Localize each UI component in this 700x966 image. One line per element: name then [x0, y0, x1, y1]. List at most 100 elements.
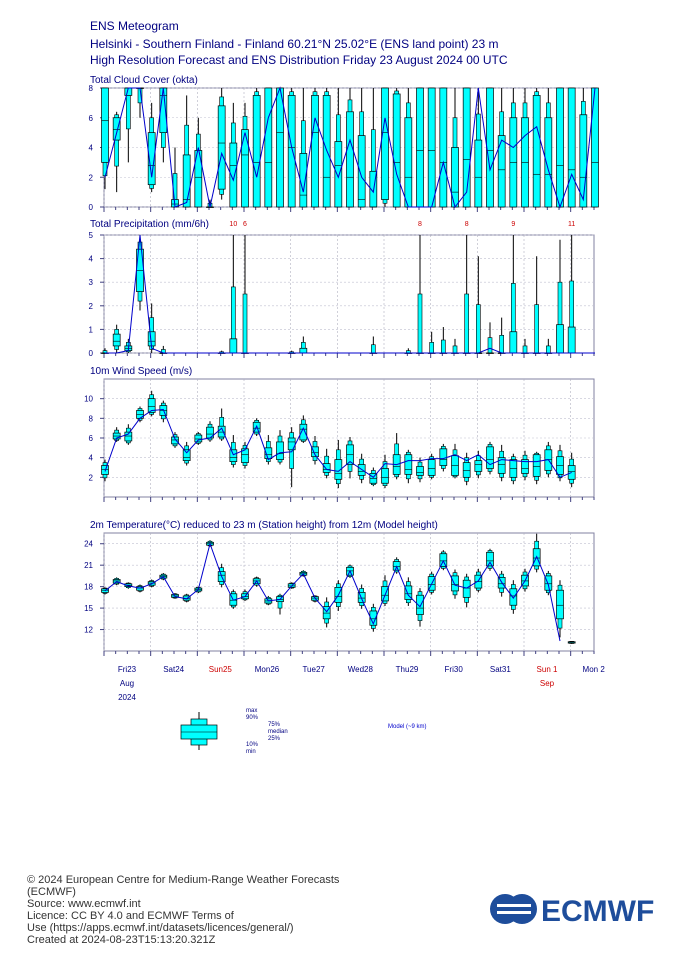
box-25-75	[532, 95, 541, 208]
legend-p90: 90%	[246, 715, 259, 721]
box-25-75	[264, 87, 273, 208]
x-day-label: Sat31	[490, 665, 511, 674]
logo-circle-right	[507, 894, 537, 924]
box-25-75	[182, 449, 191, 461]
copyright-org: (ECMWF)	[27, 886, 76, 898]
box-25-75	[416, 594, 424, 615]
box-25-75	[299, 423, 308, 441]
box-25-75	[591, 87, 599, 208]
box-25-75	[497, 457, 506, 474]
box-25-75	[404, 585, 413, 600]
box-25-75	[404, 454, 413, 475]
hres-line	[104, 408, 572, 478]
y-tick-label: 4	[89, 144, 94, 153]
x-day-label: Fri30	[445, 665, 464, 674]
y-tick-label: 6	[89, 114, 94, 123]
box-25-75	[567, 87, 576, 208]
created-at: Created at 2024-08-23T15:13:20.321Z	[27, 934, 216, 946]
hres-line	[105, 234, 595, 354]
box-25-75	[287, 437, 296, 451]
x-month-label: Aug	[120, 679, 134, 688]
box-25-75	[381, 87, 389, 200]
box-25-75	[182, 154, 191, 208]
legend-p10: 10%	[246, 742, 259, 748]
hres-line	[104, 86, 596, 209]
box-25-75	[509, 331, 518, 354]
box-25-75	[567, 326, 576, 354]
box-25-75	[579, 114, 588, 208]
y-tick-label: 8	[89, 84, 94, 93]
licence-text: Licence: CC BY 4.0 and ECMWF Terms of	[27, 910, 234, 922]
panel-frame	[103, 234, 595, 354]
box-25-75	[427, 87, 436, 208]
box-10-90	[429, 342, 434, 354]
box-25-75	[276, 441, 284, 460]
x-day-label: Fri23	[118, 665, 137, 674]
y-tick-label: 24	[84, 540, 93, 549]
box-10-90	[242, 293, 248, 354]
box-25-75	[544, 117, 553, 208]
box-10-90	[371, 344, 376, 354]
x-day-label: Sun25	[209, 665, 233, 674]
box-25-75	[299, 347, 308, 354]
box-25-75	[544, 575, 553, 591]
x-day-label: Wed28	[348, 665, 374, 674]
y-tick-label: 12	[84, 626, 93, 635]
box-25-75	[451, 575, 459, 592]
box-25-75	[194, 150, 203, 208]
box-25-75	[521, 459, 529, 474]
box-25-75	[462, 579, 471, 598]
box-25-75	[427, 459, 436, 476]
y-tick-label: 1	[89, 325, 94, 334]
y-tick-label: 0	[89, 349, 94, 358]
box-25-75	[474, 139, 483, 208]
box-25-75	[556, 589, 564, 620]
y-tick-label: 3	[89, 278, 94, 287]
box-25-75	[486, 87, 494, 208]
box-25-75	[392, 93, 401, 208]
box-25-75	[217, 105, 226, 190]
box-10-90	[289, 432, 294, 469]
box-25-75	[241, 129, 249, 208]
box-25-75	[346, 111, 354, 208]
box-25-75	[532, 454, 541, 477]
offscale-label: 9	[511, 221, 515, 228]
legend-p25: 25%	[268, 736, 281, 742]
y-tick-label: 18	[84, 583, 93, 592]
box-25-75	[229, 338, 238, 354]
box-25-75	[404, 117, 413, 208]
box-10-90	[464, 293, 469, 354]
box-25-75	[299, 153, 308, 208]
box-25-75	[486, 446, 494, 469]
legend-median-label: median	[268, 729, 288, 735]
x-day-label: Thu29	[396, 665, 419, 674]
box-25-75	[416, 87, 424, 208]
x-month-label: Sep	[540, 679, 555, 688]
box-25-75	[357, 592, 366, 603]
box-10-90	[417, 293, 423, 354]
y-tick-label: 0	[89, 203, 94, 212]
box-25-75	[381, 468, 389, 484]
x-year-label: 2024	[118, 693, 136, 702]
box-25-75	[334, 459, 343, 480]
panel-title: Total Precipitation (mm/6h)	[90, 219, 209, 230]
box-25-75	[112, 117, 121, 141]
logo-text: ECMWF	[541, 895, 654, 928]
box-10-90	[452, 345, 458, 354]
box-25-75	[147, 398, 156, 413]
y-tick-label: 2	[89, 173, 94, 182]
x-day-label: Tue27	[302, 665, 325, 674]
offscale-label: 8	[418, 221, 422, 228]
y-tick-label: 15	[84, 604, 93, 613]
panel-title: 10m Wind Speed (m/s)	[90, 366, 192, 377]
box-25-75	[369, 610, 378, 626]
box-10-90	[487, 337, 493, 354]
box-10-90	[546, 345, 551, 354]
location-subtitle: Helsinki - Southern Finland - Finland 60…	[90, 37, 499, 51]
box-25-75	[381, 586, 389, 602]
offscale-label: 11	[568, 221, 575, 228]
box-25-75	[556, 87, 564, 208]
box-25-75	[229, 449, 238, 462]
footer: © 2024 European Centre for Medium-Range …	[27, 874, 377, 946]
